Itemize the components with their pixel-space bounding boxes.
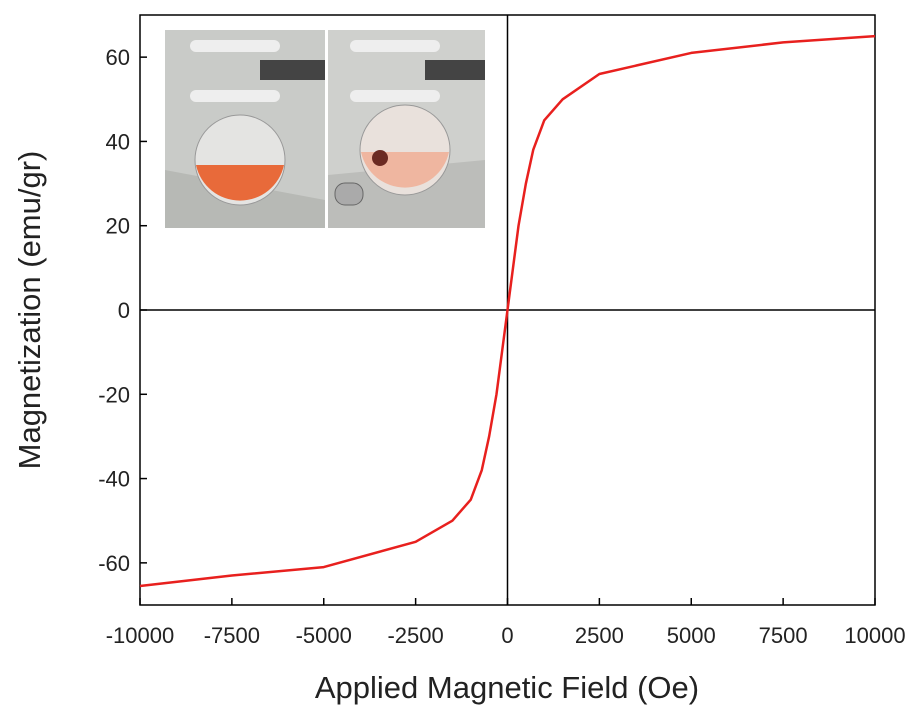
data-line <box>139 34 876 588</box>
x-tick-label: 5000 <box>667 623 716 648</box>
y-tick-label: 20 <box>106 214 130 239</box>
y-tick-label: -20 <box>98 382 130 407</box>
y-tick-label: 40 <box>106 129 130 154</box>
y-tick-label: -40 <box>98 467 130 492</box>
y-tick-label: 60 <box>106 45 130 70</box>
x-tick-label: -2500 <box>387 623 443 648</box>
x-axis-title: Applied Magnetic Field (Oe) <box>315 670 699 705</box>
x-tick-label: 0 <box>501 623 513 648</box>
y-tick-label: -60 <box>98 551 130 576</box>
x-tick-label: -5000 <box>296 623 352 648</box>
x-tick-label: 10000 <box>844 623 905 648</box>
x-tick-label: 2500 <box>575 623 624 648</box>
inset-photos <box>165 30 485 228</box>
y-axis-title: Magnetization (emu/gr) <box>12 151 47 470</box>
y-tick-label: 0 <box>118 298 130 323</box>
x-tick-label: -10000 <box>106 623 175 648</box>
x-tick-label: -7500 <box>204 623 260 648</box>
x-tick-label: 7500 <box>759 623 808 648</box>
